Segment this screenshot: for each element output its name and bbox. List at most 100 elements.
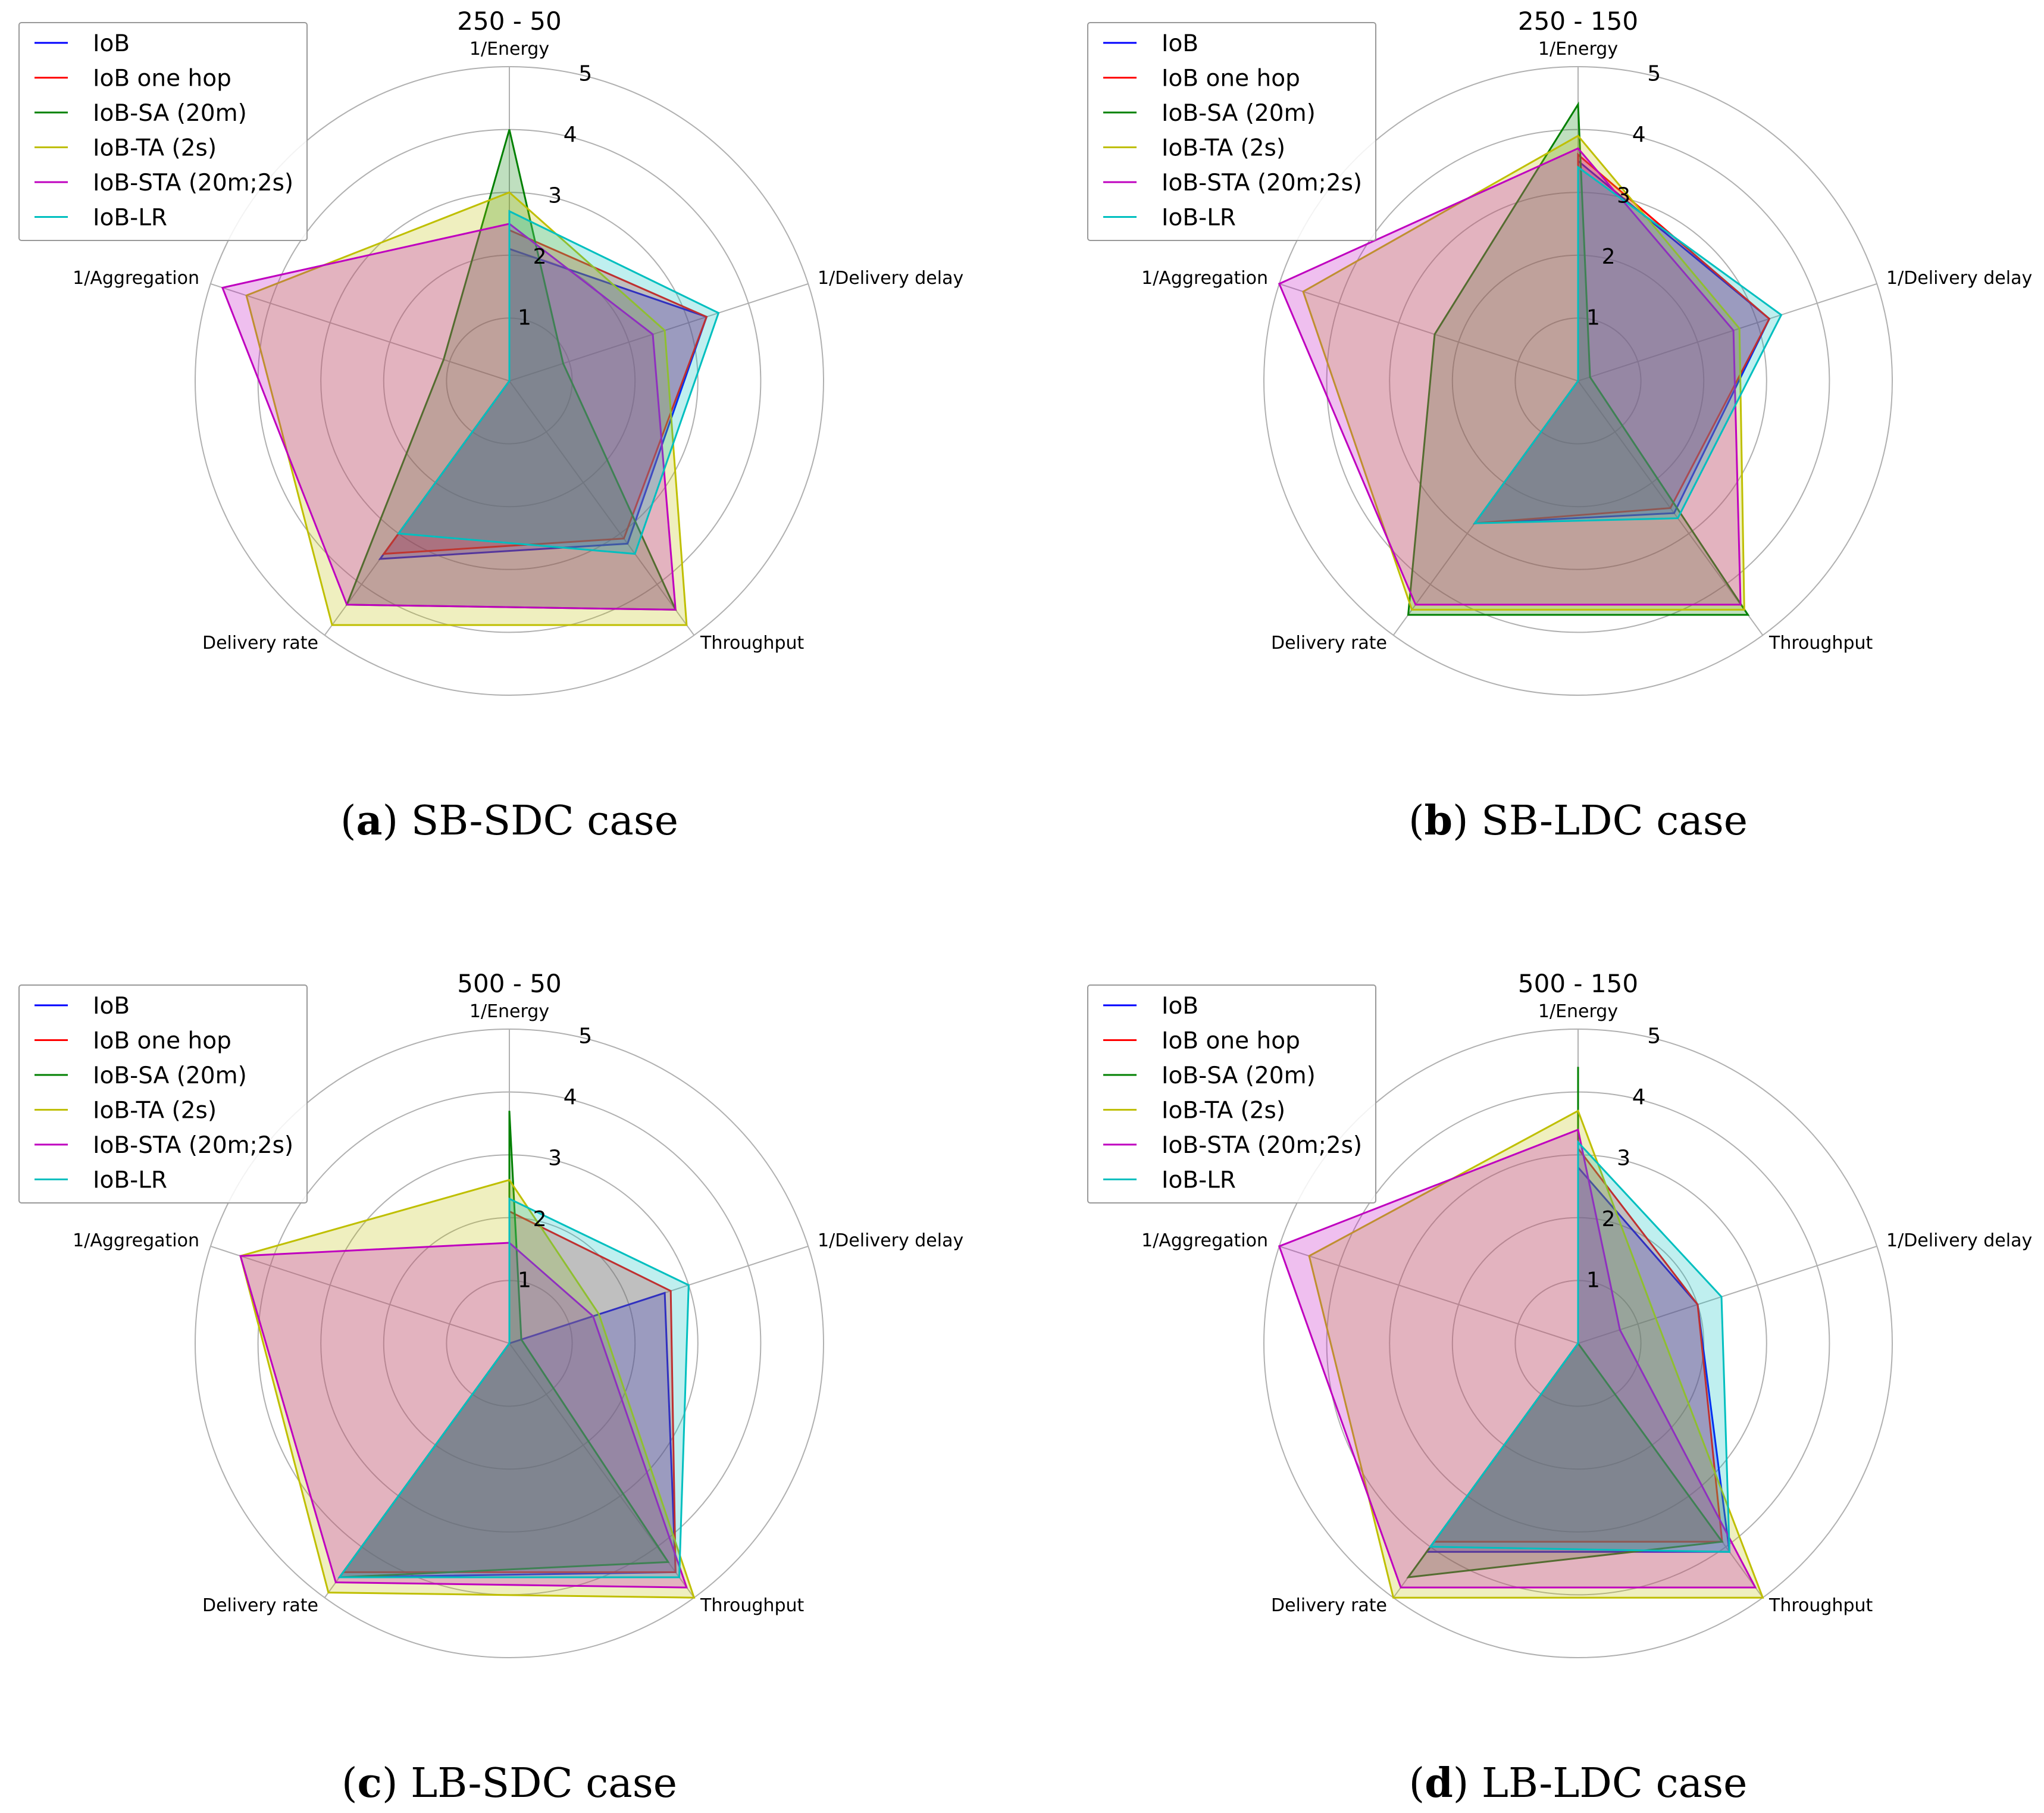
legend-entry: IoB-LR (93, 205, 167, 232)
radial-tick-label: 2 (1602, 1207, 1616, 1231)
legend-entry: IoB one hop (93, 65, 231, 92)
radar-chart-a: 1 2 3 4 5 1/Energy 1/Delivery delay Throughput D… (18, 7, 963, 845)
legend-entry: IoB-STA (20m;2s) (93, 1132, 293, 1159)
radial-tick-label: 5 (578, 62, 592, 86)
chart-title: 500 - 150 (1518, 969, 1638, 998)
chart-title: 250 - 50 (457, 7, 561, 36)
axis-spoke (210, 1245, 510, 1344)
radial-tick-label: 4 (1632, 123, 1646, 147)
axis-spoke (509, 380, 695, 636)
axis-spoke (210, 283, 510, 382)
legend-entry: IoB one hop (1162, 65, 1300, 92)
series-area-iob-ta-2s- (239, 1179, 696, 1599)
legend-frame (18, 984, 308, 1204)
axis-spoke (1577, 283, 1877, 382)
caption-paren: ( (1409, 1760, 1425, 1807)
legend-entry: IoB-STA (20m;2s) (1162, 1132, 1362, 1159)
legend-entry: IoB-SA (20m) (93, 100, 247, 127)
legend-entry: IoB-TA (2s) (1162, 1098, 1285, 1124)
radar-chart-d: 1 2 3 4 5 1/Energy 1/Delivery delay Throughput D… (1087, 969, 2032, 1807)
axis-label: 1/Energy (1538, 39, 1618, 60)
axis-label: 1/Aggregation (1141, 1230, 1268, 1251)
radial-tick-label: 1 (1586, 1268, 1600, 1293)
legend: IoB IoB one hop IoB-SA (20m) IoB-TA (2s) IoB… (1087, 984, 1376, 1204)
caption-text: LB-LDC case (1482, 1760, 1747, 1807)
series-area-iob-lr (337, 1197, 690, 1578)
legend: IoB IoB one hop IoB-SA (20m) IoB-TA (2s) IoB… (18, 22, 308, 241)
legend-frame (18, 22, 308, 241)
caption-key: d (1425, 1759, 1453, 1807)
series-area-iob-sta-20m-2s- (1278, 147, 1742, 606)
legend: IoB IoB one hop IoB-SA (20m) IoB-TA (2s) IoB… (18, 984, 308, 1204)
axis-spoke (1279, 283, 1579, 382)
chart-title: 500 - 50 (457, 969, 561, 998)
legend-entry: IoB-LR (1162, 1167, 1236, 1194)
legend-frame (1087, 22, 1376, 241)
radial-tick-label: 1 (1586, 306, 1600, 330)
axis-label: Throughput (1768, 1595, 1873, 1616)
subfigure-caption: (c) LB-SDC case (342, 1759, 677, 1807)
caption-text: SB-SDC case (411, 798, 678, 845)
caption-paren: ) (1453, 1760, 1482, 1807)
axis-spoke (1279, 1245, 1579, 1344)
radial-tick-label: 3 (1617, 1146, 1630, 1171)
radial-tick-label: 1 (518, 1268, 531, 1293)
legend-entry: IoB-TA (2s) (93, 1098, 217, 1124)
axis-label: Delivery rate (1271, 1595, 1387, 1616)
legend-entry: IoB-TA (2s) (1162, 135, 1285, 162)
radial-tick-label: 3 (548, 1146, 562, 1171)
axis-label: 1/Aggregation (73, 1230, 199, 1251)
axis-label: 1/Energy (469, 1001, 549, 1022)
subfigure-caption: (a) SB-SDC case (340, 797, 678, 845)
caption-key: c (358, 1759, 382, 1807)
axis-label: 1/Energy (469, 39, 549, 60)
radial-tick-label: 5 (578, 1024, 592, 1049)
series-area-iob-sta-20m-2s- (221, 223, 677, 611)
axis-label: Throughput (700, 1595, 804, 1616)
radial-tick-label: 2 (533, 245, 547, 269)
legend-entry: IoB-STA (20m;2s) (93, 170, 293, 196)
legend-entry: IoB-TA (2s) (93, 135, 217, 162)
caption-paren: ( (1408, 798, 1425, 845)
subfigure-caption: (b) SB-LDC case (1408, 797, 1748, 845)
caption-paren: ) (1453, 798, 1481, 845)
axis-label: 1/Aggregation (1141, 268, 1268, 289)
radar-chart-c: 1 2 3 4 5 1/Energy 1/Delivery delay Throughput D… (18, 969, 963, 1807)
legend-entry: IoB (1162, 30, 1198, 57)
caption-key: a (356, 797, 383, 845)
legend-entry: IoB (93, 993, 130, 1020)
legend-entry: IoB one hop (1162, 1028, 1300, 1055)
caption-key: b (1424, 797, 1453, 845)
caption-paren: ) (382, 1760, 411, 1807)
radial-tick-label: 4 (564, 123, 577, 147)
axis-label: 1/Delivery delay (1886, 1230, 2032, 1251)
series-area-iob-sta-20m-2s- (1278, 1128, 1757, 1589)
legend-entry: IoB-STA (20m;2s) (1162, 170, 1362, 196)
radar-chart-b: 1 2 3 4 5 1/Energy 1/Delivery delay Throughput D… (1087, 7, 2032, 845)
caption-paren: ( (340, 798, 356, 845)
radial-tick-label: 1 (518, 306, 531, 330)
legend-entry: IoB (1162, 993, 1198, 1020)
axis-label: 1/Delivery delay (818, 1230, 963, 1251)
series-area-iob-sta-20m-2s- (239, 1242, 688, 1589)
legend-frame (1087, 984, 1376, 1204)
legend-entry: IoB-SA (20m) (1162, 1062, 1316, 1089)
chart-title: 250 - 150 (1518, 7, 1638, 36)
axis-label: Delivery rate (1271, 633, 1387, 654)
caption-text: SB-LDC case (1481, 798, 1748, 845)
axis-spoke (509, 283, 809, 382)
series-area-iob-ta-2s- (1308, 1109, 1764, 1599)
radial-tick-label: 3 (548, 184, 562, 208)
caption-text: LB-SDC case (411, 1760, 677, 1807)
series-area-iob-lr (1473, 165, 1783, 524)
series-area-iob-lr (397, 210, 720, 555)
radial-tick-label: 4 (564, 1085, 577, 1109)
radial-tick-label: 5 (1647, 1024, 1661, 1049)
axis-spoke (1577, 1245, 1877, 1344)
axis-label: 1/Delivery delay (818, 268, 963, 289)
subfigure-caption: (d) LB-LDC case (1409, 1759, 1748, 1807)
axis-label: Throughput (1768, 633, 1873, 654)
legend-entry: IoB-SA (20m) (93, 1062, 247, 1089)
radial-tick-label: 5 (1647, 62, 1661, 86)
